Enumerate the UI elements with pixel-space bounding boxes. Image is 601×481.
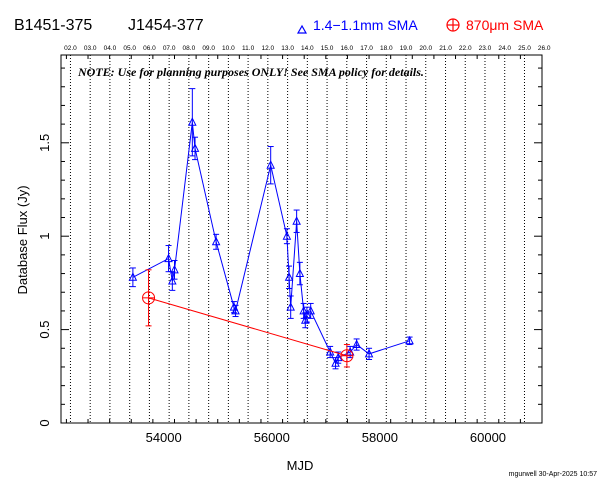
y-axis-label: Database Flux (Jy) — [15, 185, 30, 294]
x-tick-label: 54000 — [146, 430, 182, 445]
plot-frame — [60, 54, 543, 424]
data-point — [352, 339, 361, 349]
planning-note: NOTE: Use for planning purposes ONLY! Se… — [77, 65, 424, 79]
legend-red-circle-plus-icon — [446, 18, 460, 32]
top-year-label: 24.0 — [498, 45, 511, 52]
data-point — [299, 305, 308, 315]
x-axis-label: MJD — [287, 458, 314, 473]
y-tick-label: 0 — [37, 419, 52, 426]
alt-source-name: J1454-377 — [128, 17, 204, 34]
data-point — [128, 272, 138, 281]
x-tick-label: 58000 — [362, 430, 398, 445]
data-point — [266, 160, 276, 169]
series-line — [148, 297, 348, 357]
series-sma-1mm — [128, 88, 414, 370]
top-year-label: 06.0 — [143, 45, 156, 52]
data-point — [345, 346, 355, 356]
data-point — [190, 143, 200, 152]
top-year-label: 07.0 — [163, 45, 176, 52]
series-sma-870um — [142, 269, 354, 368]
top-year-label: 03.0 — [84, 45, 97, 52]
y-axis: 0 0.5 1 1.5 — [37, 67, 542, 427]
series-line — [132, 122, 410, 365]
credit-text: mgurwell 30-Apr-2025 10:57 — [509, 471, 597, 478]
top-year-axis: 02.0 03.0 04.0 05.0 06.0 07.0 08.0 09.0 10.0 11.0… — [64, 45, 551, 52]
legend-red-label: 870μm SMA — [466, 17, 544, 33]
data-point — [211, 236, 221, 246]
data-point — [295, 268, 305, 278]
data-point — [333, 352, 343, 362]
top-year-label: 02.0 — [64, 45, 77, 52]
year-gridlines — [69, 55, 525, 423]
top-year-label: 08.0 — [183, 45, 196, 52]
data-point — [282, 231, 292, 240]
top-year-label: 25.0 — [518, 45, 531, 52]
data-point — [364, 348, 374, 358]
top-year-label: 22.0 — [459, 45, 472, 52]
data-point — [142, 291, 156, 305]
y-tick-label: 1 — [37, 233, 52, 240]
top-year-label: 19.0 — [400, 45, 413, 52]
top-year-label: 05.0 — [123, 45, 136, 52]
top-year-label: 10.0 — [222, 45, 235, 52]
top-year-label: 26.0 — [538, 45, 551, 52]
x-tick-label: 56000 — [254, 430, 290, 445]
data-point — [292, 216, 301, 225]
top-year-label: 04.0 — [104, 45, 117, 52]
data-point — [286, 302, 296, 311]
data-series — [128, 88, 414, 370]
top-year-label: 14.0 — [301, 45, 314, 52]
top-year-label: 15.0 — [321, 45, 334, 52]
top-year-label: 20.0 — [419, 45, 432, 52]
top-year-label: 23.0 — [479, 45, 492, 52]
data-point — [306, 305, 315, 315]
x-tick-label: 60000 — [470, 430, 506, 445]
data-point — [170, 264, 179, 274]
top-year-label: 11.0 — [242, 45, 255, 52]
top-year-label: 12.0 — [262, 45, 275, 52]
top-year-label: 21.0 — [439, 45, 452, 52]
top-year-label: 17.0 — [360, 45, 373, 52]
y-tick-label: 0.5 — [37, 321, 52, 339]
data-point — [164, 253, 173, 263]
top-year-label: 09.0 — [202, 45, 215, 52]
legend-blue-triangle-icon — [296, 24, 308, 34]
top-year-label: 18.0 — [380, 45, 393, 52]
legend-blue-label: 1.4−1.1mm SMA — [313, 17, 418, 33]
y-tick-label: 1.5 — [37, 134, 52, 152]
x-axis: 54000 56000 58000 60000 — [65, 55, 521, 445]
data-point — [284, 272, 294, 281]
data-point — [340, 349, 354, 363]
data-point — [231, 305, 240, 315]
legend: 1.4−1.1mm SMA 870μm SMA — [296, 17, 544, 34]
data-point — [168, 275, 177, 285]
data-point — [405, 335, 414, 345]
source-name: B1451-375 — [14, 17, 92, 34]
top-year-label: 16.0 — [340, 45, 353, 52]
top-year-label: 13.0 — [281, 45, 294, 52]
data-point — [188, 117, 197, 126]
